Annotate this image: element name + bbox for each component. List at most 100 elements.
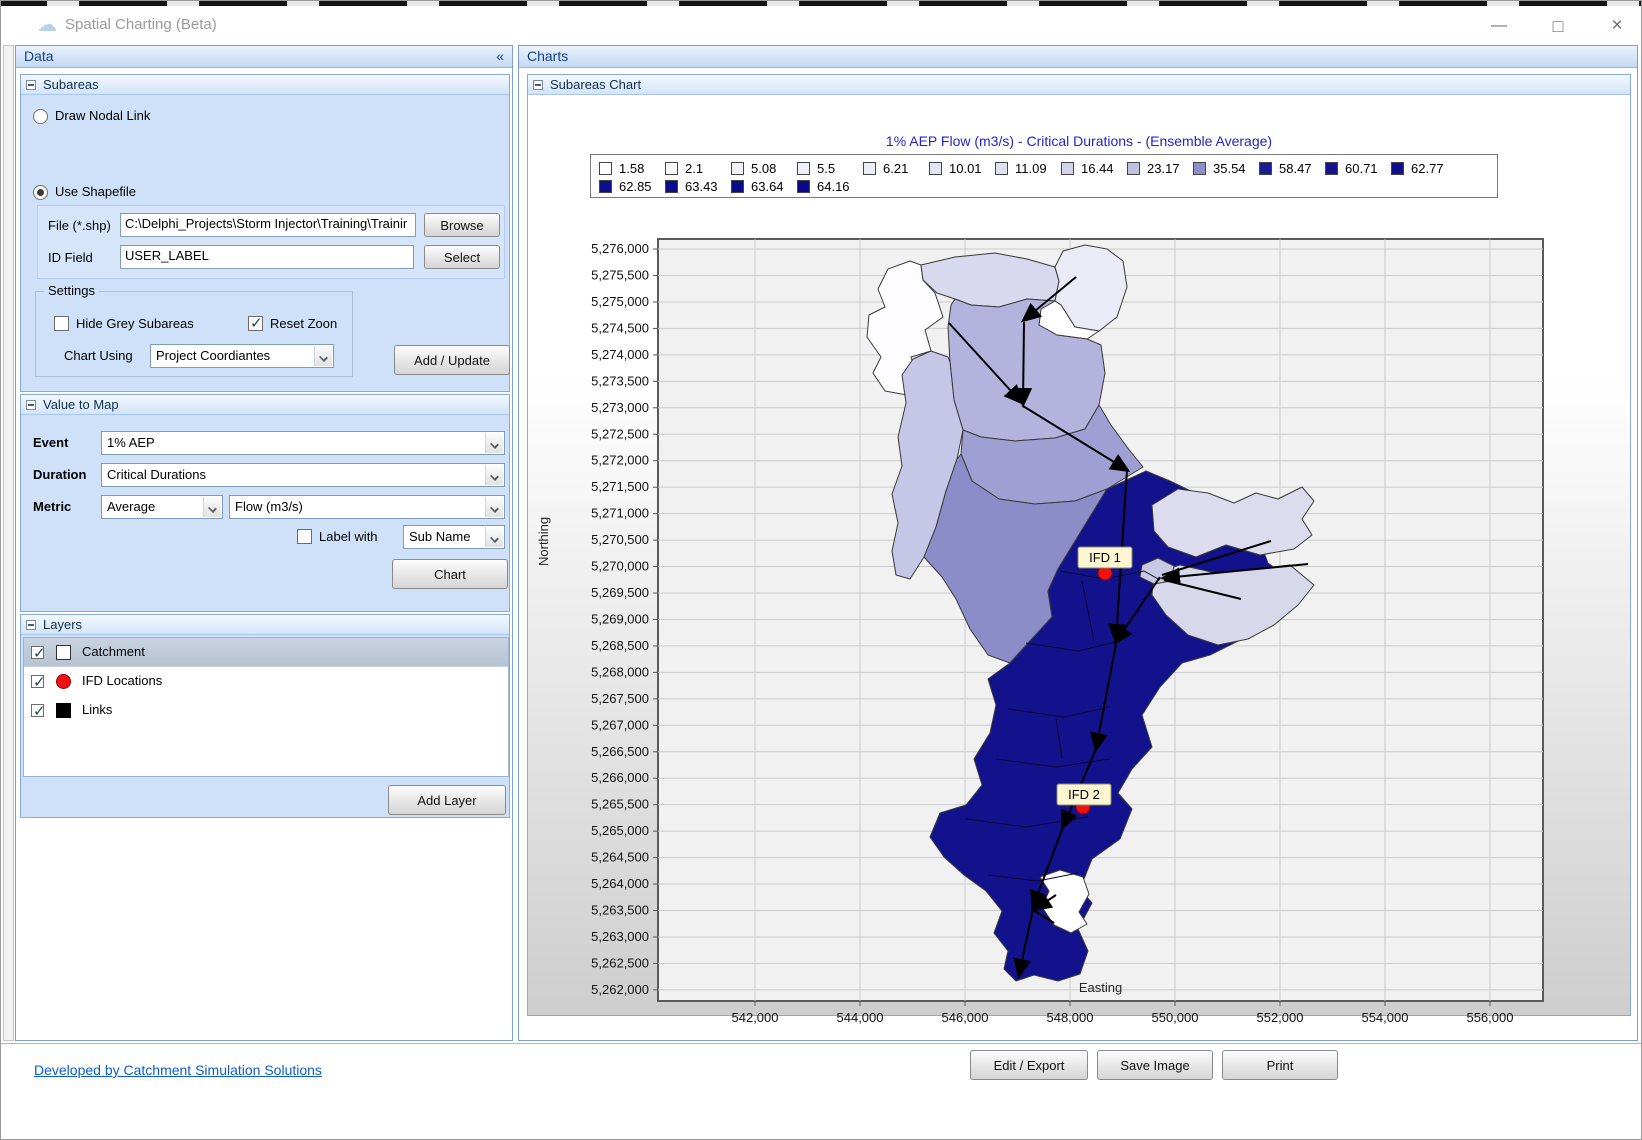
layer-row-ifd-locations[interactable]: IFD Locations [24, 667, 508, 696]
legend-item: 5.5 [797, 159, 863, 177]
chevron-down-icon[interactable] [485, 433, 503, 453]
legend-item: 11.09 [995, 159, 1061, 177]
y-tick-label: 5,276,000 [591, 241, 649, 256]
legend-swatch-icon [1127, 162, 1140, 175]
layer-row-links[interactable]: Links [24, 696, 508, 725]
chart-using-combo[interactable]: Project Coordiantes [150, 344, 334, 368]
add-layer-button[interactable]: Add Layer [388, 785, 506, 815]
select-button[interactable]: Select [424, 245, 500, 269]
duration-combo[interactable]: Critical Durations [101, 463, 505, 487]
subareas-chart-group-header[interactable]: Subareas Chart [528, 75, 1630, 95]
layer-visibility-checkbox[interactable] [31, 704, 44, 717]
reset-zoom-label[interactable]: Reset Zoon [270, 316, 337, 331]
draw-nodal-link-radio[interactable] [33, 109, 48, 124]
layer-label[interactable]: Catchment [82, 644, 145, 659]
legend-swatch-icon [1259, 162, 1272, 175]
cloud-icon: ☁ [37, 12, 57, 37]
id-field-label: ID Field [48, 250, 93, 265]
docking-strip [3, 45, 14, 1041]
legend-value: 63.43 [685, 179, 718, 194]
chart-using-value: Project Coordiantes [156, 348, 311, 363]
legend-value: 5.08 [751, 161, 776, 176]
file-path-input[interactable]: C:\Delphi_Projects\Storm Injector\Traini… [120, 213, 416, 237]
window-title: Spatial Charting (Beta) [65, 16, 217, 33]
maximize-button[interactable]: □ [1538, 14, 1578, 38]
event-label: Event [33, 435, 68, 450]
id-field-input[interactable]: USER_LABEL [120, 245, 414, 269]
y-tick-label: 5,267,000 [591, 717, 649, 732]
collapse-group-icon[interactable] [26, 400, 36, 410]
collapse-group-icon[interactable] [26, 620, 36, 630]
metric-combo[interactable]: Average [101, 495, 223, 519]
legend-swatch-icon [665, 162, 678, 175]
data-panel: Data « Subareas Draw Nodal Link Use Shap… [15, 45, 513, 1041]
layer-row-catchment[interactable]: Catchment [24, 638, 508, 667]
layers-group-header[interactable]: Layers [21, 615, 509, 635]
nodal-link-arrow [1023, 322, 1024, 404]
subareas-group-header[interactable]: Subareas [21, 75, 509, 95]
label-with-label[interactable]: Label with [319, 529, 378, 544]
chevron-down-icon[interactable] [203, 497, 221, 517]
layer-label[interactable]: Links [82, 702, 112, 717]
print-button[interactable]: Print [1222, 1050, 1338, 1080]
collapse-group-icon[interactable] [533, 80, 543, 90]
hide-grey-subareas-checkbox[interactable] [54, 316, 69, 331]
y-tick-label: 5,274,000 [591, 347, 649, 362]
use-shapefile-radio[interactable] [33, 185, 48, 200]
ifd-label-text: IFD 1 [1089, 550, 1121, 565]
layer-label[interactable]: IFD Locations [82, 673, 162, 688]
chevron-down-icon[interactable] [485, 465, 503, 485]
edit-export-button[interactable]: Edit / Export [970, 1050, 1088, 1080]
developer-link[interactable]: Developed by Catchment Simulation Soluti… [34, 1062, 322, 1078]
subareas-chart-group: Subareas Chart 1% AEP Flow (m3/s) - Crit… [527, 74, 1631, 1016]
charts-panel: Charts Subareas Chart 1% AEP Flow (m3/s)… [518, 45, 1638, 1041]
legend-item: 6.21 [863, 159, 929, 177]
label-with-checkbox[interactable] [297, 529, 312, 544]
legend-item: 35.54 [1193, 159, 1259, 177]
legend-item: 58.47 [1259, 159, 1325, 177]
x-tick-label: 546,000 [942, 1010, 989, 1024]
chevron-down-icon[interactable] [485, 497, 503, 517]
legend-item: 62.85 [599, 177, 665, 195]
map-plot[interactable]: 542,000544,000546,000548,000550,000552,0… [548, 229, 1561, 1024]
layer-visibility-checkbox[interactable] [31, 675, 44, 688]
legend-swatch-icon [797, 180, 810, 193]
event-value: 1% AEP [107, 435, 482, 450]
label-with-combo[interactable]: Sub Name [403, 525, 505, 549]
legend-swatch-icon [1193, 162, 1206, 175]
layer-visibility-checkbox[interactable] [31, 646, 44, 659]
chevron-down-icon[interactable] [485, 527, 503, 547]
chevron-down-icon[interactable] [314, 346, 332, 366]
outline-square-swatch-icon [56, 645, 71, 660]
collapse-group-icon[interactable] [26, 80, 36, 90]
y-tick-label: 5,275,500 [591, 268, 649, 283]
event-combo[interactable]: 1% AEP [101, 431, 505, 455]
browse-button[interactable]: Browse [424, 213, 500, 237]
layers-group: Layers Catchment IFD Locations Links Add L… [20, 614, 510, 818]
legend-swatch-icon [863, 162, 876, 175]
legend-swatch-icon [995, 162, 1008, 175]
minimize-button[interactable]: — [1479, 14, 1519, 38]
use-shapefile-label[interactable]: Use Shapefile [55, 184, 136, 199]
legend-item: 5.08 [731, 159, 797, 177]
x-tick-label: 552,000 [1256, 1010, 1303, 1024]
y-tick-label: 5,273,000 [591, 400, 649, 415]
legend-item: 16.44 [1061, 159, 1127, 177]
value-to-map-group-header[interactable]: Value to Map [21, 395, 509, 415]
reset-zoom-checkbox[interactable] [248, 316, 263, 331]
legend-item: 2.1 [665, 159, 731, 177]
legend-value: 1.58 [619, 161, 644, 176]
charts-panel-header: Charts [519, 46, 1637, 68]
chart-button[interactable]: Chart [392, 559, 508, 589]
close-button[interactable]: × [1597, 14, 1637, 38]
collapse-panel-icon[interactable]: « [496, 48, 504, 64]
draw-nodal-link-label[interactable]: Draw Nodal Link [55, 108, 150, 123]
metric-unit-combo[interactable]: Flow (m3/s) [229, 495, 505, 519]
legend-swatch-icon [599, 180, 612, 193]
legend-swatch-icon [1391, 162, 1404, 175]
save-image-button[interactable]: Save Image [1097, 1050, 1213, 1080]
hide-grey-subareas-label[interactable]: Hide Grey Subareas [76, 316, 194, 331]
legend-item: 10.01 [929, 159, 995, 177]
add-update-button[interactable]: Add / Update [394, 345, 510, 375]
x-tick-label: 544,000 [837, 1010, 884, 1024]
